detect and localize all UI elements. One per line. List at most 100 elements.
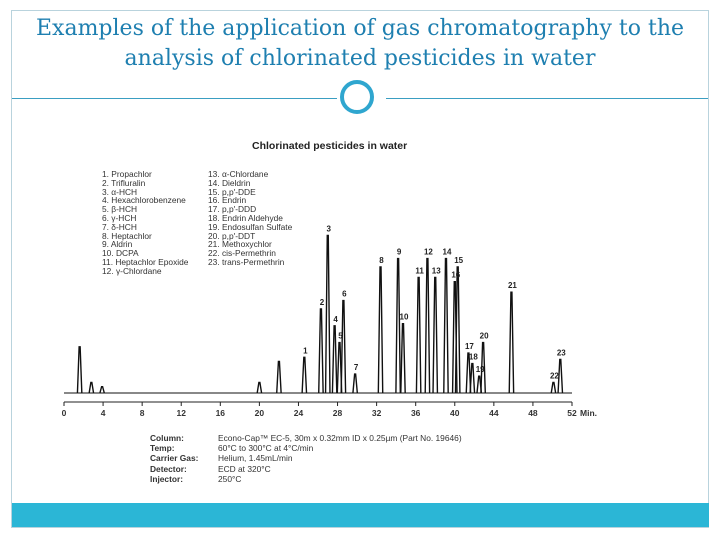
peak-label: 20 xyxy=(480,332,489,341)
slide-frame xyxy=(11,10,709,528)
peak-label: 13 xyxy=(432,267,441,276)
legend-item: 8. Heptachlor xyxy=(102,230,152,241)
chromatogram-peak xyxy=(318,308,324,394)
x-tick-label: 12 xyxy=(176,408,186,418)
chromatogram-peak xyxy=(469,362,476,394)
peak-label: 11 xyxy=(415,267,424,276)
peak-label: 7 xyxy=(354,363,359,372)
condition-row: Injector: 250°C xyxy=(150,474,462,484)
condition-label: Detector: xyxy=(150,463,187,474)
legend-item: 2. Trifluralin xyxy=(102,177,146,188)
condition-row: Carrier Gas: Helium, 1.45mL/min xyxy=(150,453,462,463)
condition-label: Temp: xyxy=(150,443,175,454)
peak-label: 5 xyxy=(338,332,343,341)
chromatogram-peak xyxy=(256,381,263,394)
condition-label: Carrier Gas: xyxy=(150,453,199,464)
x-tick-label: 40 xyxy=(450,408,460,418)
footer-bar xyxy=(12,503,709,527)
legend-column-1: 1. Propachlor 2. Trifluralin 3. α-HCH 4. He… xyxy=(102,170,188,276)
peak-label: 17 xyxy=(465,342,474,351)
condition-row: Column: Econo-Cap™ EC-5, 30m x 0.32mm ID … xyxy=(150,433,462,443)
peak-label: 4 xyxy=(333,315,338,324)
condition-value: 60°C to 300°C at 4°C/min xyxy=(218,443,314,454)
x-tick-label: 48 xyxy=(528,408,538,418)
peak-label: 9 xyxy=(397,248,402,257)
legend-item: 6. γ-HCH xyxy=(102,212,137,223)
x-tick-label: 8 xyxy=(140,408,145,418)
chromatogram-peak xyxy=(99,386,105,394)
conditions-block: Column: Econo-Cap™ EC-5, 30m x 0.32mm ID … xyxy=(150,433,462,484)
condition-label: Column: xyxy=(150,433,184,443)
condition-value: Helium, 1.45mL/min xyxy=(218,453,293,464)
chromatogram-peak xyxy=(340,299,347,394)
legend-item: 3. α-HCH xyxy=(102,186,138,197)
chromatogram-peak xyxy=(336,341,343,394)
x-tick-label: 24 xyxy=(294,408,304,418)
chromatogram-peak xyxy=(443,257,449,394)
legend-item: 13. α-Chlordane xyxy=(208,169,269,179)
x-tick-label: 0 xyxy=(62,408,67,418)
legend-item: 19. Endosulfan Sulfate xyxy=(208,221,293,232)
x-tick-label: 16 xyxy=(216,408,226,418)
condition-value: 250°C xyxy=(218,473,242,484)
legend-item: 10. DCPA xyxy=(102,248,139,259)
legend-item: 14. Dieldrin xyxy=(208,177,251,188)
chromatogram-peak xyxy=(424,257,431,394)
chromatogram-peak xyxy=(301,356,308,394)
legend-item: 15. p,p'-DDE xyxy=(208,186,256,197)
legend-item: 9. Aldrin xyxy=(102,239,133,250)
legend-column-2: 13. α-Chlordane 14. Dieldrin 15. p,p'-DDE 1… xyxy=(208,170,292,267)
condition-value: Econo-Cap™ EC-5, 30m x 0.32mm ID x 0.25µ… xyxy=(218,433,462,443)
peak-label: 14 xyxy=(443,248,452,257)
x-tick-label: 28 xyxy=(333,408,343,418)
legend-item: 20. p,p'-DDT xyxy=(208,230,256,241)
peak-label: 16 xyxy=(451,271,460,280)
peak-label: 3 xyxy=(327,225,332,234)
peak-label: 1 xyxy=(303,346,308,355)
slide-title: Examples of the application of gas chrom… xyxy=(14,14,706,74)
peak-label: 22 xyxy=(550,372,559,381)
legend-item: 21. Methoxychlor xyxy=(208,239,272,250)
slide-title-line-1: Examples of the application of gas chrom… xyxy=(35,16,685,41)
chromatogram-peak xyxy=(508,291,515,394)
chromatogram-peak xyxy=(352,373,359,394)
chromatogram-peak xyxy=(324,234,331,394)
condition-value: ECD at 320°C xyxy=(218,463,271,474)
peak-label: 23 xyxy=(557,348,566,357)
x-tick-label: 52 xyxy=(567,408,577,418)
legend-item: 1. Propachlor xyxy=(102,169,152,179)
peak-label: 6 xyxy=(342,290,347,299)
x-tick-label: 44 xyxy=(489,408,499,418)
divider-right xyxy=(386,98,708,99)
divider-left xyxy=(12,98,337,99)
slide-title-line-2: analysis of chlorinated pesticides in wa… xyxy=(124,46,596,71)
chromatogram-peak xyxy=(415,276,422,394)
condition-label: Injector: xyxy=(150,473,184,484)
peak-label: 12 xyxy=(424,248,433,257)
legend-item: 23. trans-Permethrin xyxy=(208,256,285,267)
legend-item: 11. Heptachlor Epoxide xyxy=(102,256,189,267)
chromatogram-peak xyxy=(550,381,557,394)
chromatogram-peak xyxy=(557,358,564,394)
chart-title: Chlorinated pesticides in water xyxy=(252,140,408,152)
chromatogram-peak xyxy=(76,346,83,394)
peak-label: 15 xyxy=(454,256,463,265)
peak-label: 8 xyxy=(379,256,384,265)
peak-label: 19 xyxy=(476,365,485,374)
x-tick-label: 20 xyxy=(255,408,265,418)
circle-ornament-icon xyxy=(340,80,374,114)
x-tick-label: 32 xyxy=(372,408,382,418)
legend-item: 7. δ-HCH xyxy=(102,221,137,232)
chromatogram-peak xyxy=(451,281,458,394)
x-tick-label: 36 xyxy=(411,408,421,418)
chromatogram-peak xyxy=(400,323,406,394)
legend-item: 16. Endrin xyxy=(208,195,247,206)
legend-item: 12. γ-Chlordane xyxy=(102,265,162,276)
chromatogram-peak xyxy=(480,341,486,394)
chromatogram-peak xyxy=(395,257,402,394)
legend-item: 17. p,p'-DDD xyxy=(208,204,257,215)
chromatogram-peak xyxy=(88,381,95,394)
chromatogram-peak xyxy=(432,276,439,394)
legend-item: 22. cis-Permethrin xyxy=(208,248,276,259)
